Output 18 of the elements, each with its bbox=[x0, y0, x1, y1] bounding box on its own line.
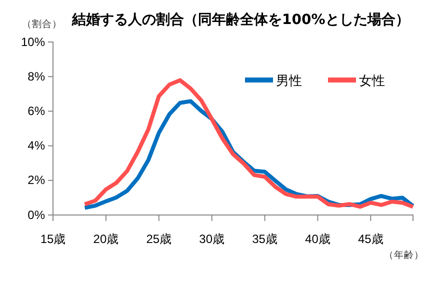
y-tick-label: 4% bbox=[28, 138, 46, 153]
legend-label: 女性 bbox=[359, 74, 385, 89]
y-tick-label: 0% bbox=[28, 208, 46, 222]
y-tick-label: 8% bbox=[28, 69, 46, 84]
x-tick-label: 40歳 bbox=[305, 232, 330, 246]
x-tick-label: 25歳 bbox=[146, 232, 172, 246]
x-tick-label: 15歳 bbox=[40, 232, 66, 246]
chart-title: 結婚する人の割合（同年齢全体を100%とした場合） bbox=[71, 11, 410, 28]
x-tick-label: 30歳 bbox=[199, 232, 225, 246]
y-tick-label: 10% bbox=[20, 34, 46, 49]
x-tick-label: 20歳 bbox=[93, 232, 119, 246]
x-tick-label: 45歳 bbox=[358, 232, 384, 246]
y-axis-title: （割合） bbox=[22, 18, 62, 30]
x-tick-label: 35歳 bbox=[252, 232, 278, 246]
legend-label: 男性 bbox=[276, 74, 302, 89]
x-axis-title: （年齢） bbox=[384, 249, 424, 261]
y-tick-label: 2% bbox=[28, 173, 46, 188]
y-tick-label: 6% bbox=[28, 104, 46, 118]
